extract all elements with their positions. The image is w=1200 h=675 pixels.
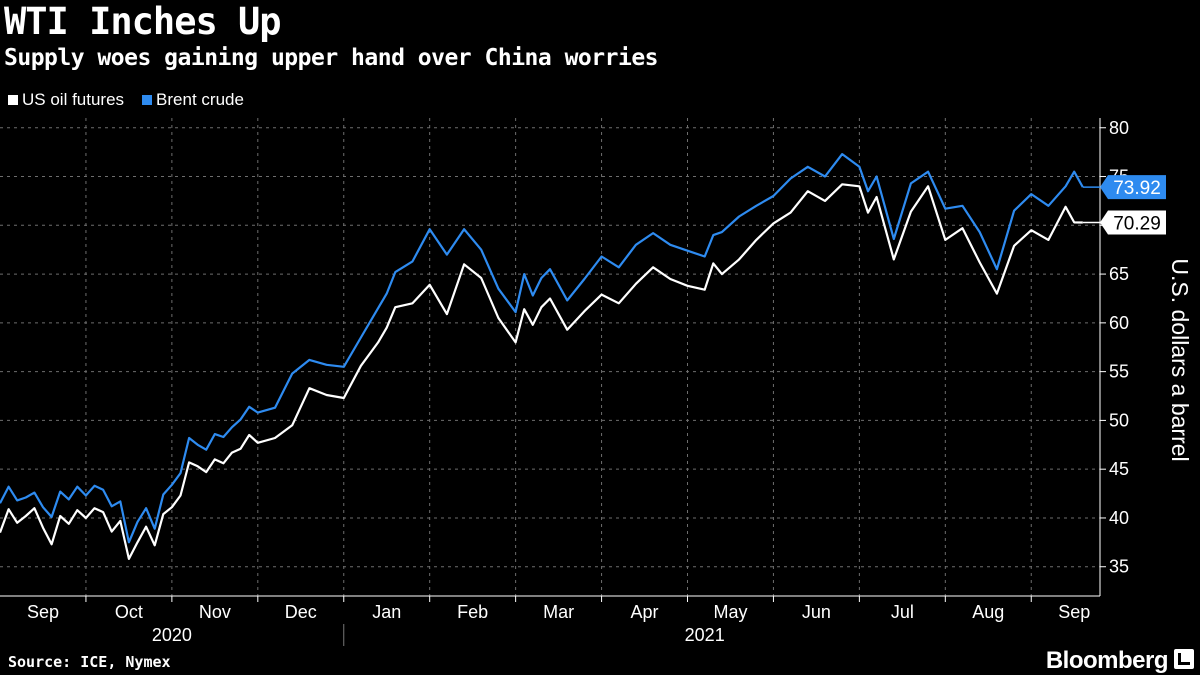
y-tick-label: 55 — [1109, 362, 1129, 382]
x-tick-label: Jan — [372, 602, 401, 622]
legend-item-brent: Brent crude — [142, 90, 244, 110]
chart-title: WTI Inches Up — [4, 0, 282, 43]
y-tick-label: 80 — [1109, 118, 1129, 138]
bloomberg-logo: Bloomberg — [1045, 647, 1169, 674]
grid-lines — [0, 118, 1100, 596]
y-tick-label: 60 — [1109, 313, 1129, 333]
last-value-tag-wti: 70.29 — [1100, 210, 1166, 235]
legend-label-wti: US oil futures — [22, 90, 125, 109]
last-value-tags: 70.29 73.92 — [1082, 175, 1166, 235]
x-tick-label: Sep — [27, 602, 59, 622]
y-tick-label: 50 — [1109, 410, 1129, 430]
y-tick-label: 45 — [1109, 459, 1129, 479]
tag-shape — [1100, 210, 1166, 235]
x-axis: Sep Oct Nov Dec Jan Feb Mar Apr May Jun Jul Aug Sep 2… — [0, 595, 1100, 646]
terminal-icon — [1174, 649, 1194, 669]
legend-swatch-wti — [8, 95, 18, 105]
chart-subtitle: Supply woes gaining upper hand over Chin… — [4, 45, 659, 71]
x-tick-label: Sep — [1058, 602, 1090, 622]
y-axis-label: U.S. dollars a barrel — [1167, 258, 1193, 461]
legend-item-wti: US oil futures — [8, 90, 124, 110]
x-tick-label: Aug — [972, 602, 1004, 622]
series-lines — [0, 153, 1084, 561]
y-tick-label: 65 — [1109, 264, 1129, 284]
x-tick-label: Apr — [631, 602, 659, 622]
legend-label-brent: Brent crude — [156, 90, 244, 109]
legend-swatch-brent — [142, 95, 153, 105]
last-value-tag-brent: 73.92 — [1100, 175, 1166, 200]
y-tick-label: 40 — [1109, 508, 1129, 528]
year-label: 2020 — [152, 625, 192, 645]
y-tick-label: 35 — [1109, 557, 1129, 577]
x-tick-label: Nov — [199, 602, 231, 622]
x-tick-label: May — [713, 602, 747, 622]
x-tick-label: Dec — [285, 602, 317, 622]
last-value-label-brent: 73.92 — [1113, 178, 1161, 199]
tag-shape — [1100, 175, 1166, 200]
x-tick-label: Jun — [802, 602, 831, 622]
x-tick-label: Oct — [115, 602, 143, 622]
x-tick-label: Mar — [543, 602, 574, 622]
legend: US oil futures Brent crude — [8, 90, 244, 110]
x-tick-label: Feb — [457, 602, 488, 622]
source-note: Source: ICE, Nymex — [8, 653, 171, 671]
year-label: 2021 — [685, 625, 725, 645]
last-value-label-wti: 70.29 — [1113, 213, 1161, 234]
series-line-wti — [0, 183, 1083, 561]
series-line-brent — [0, 153, 1084, 544]
x-tick-label: Jul — [891, 602, 914, 622]
